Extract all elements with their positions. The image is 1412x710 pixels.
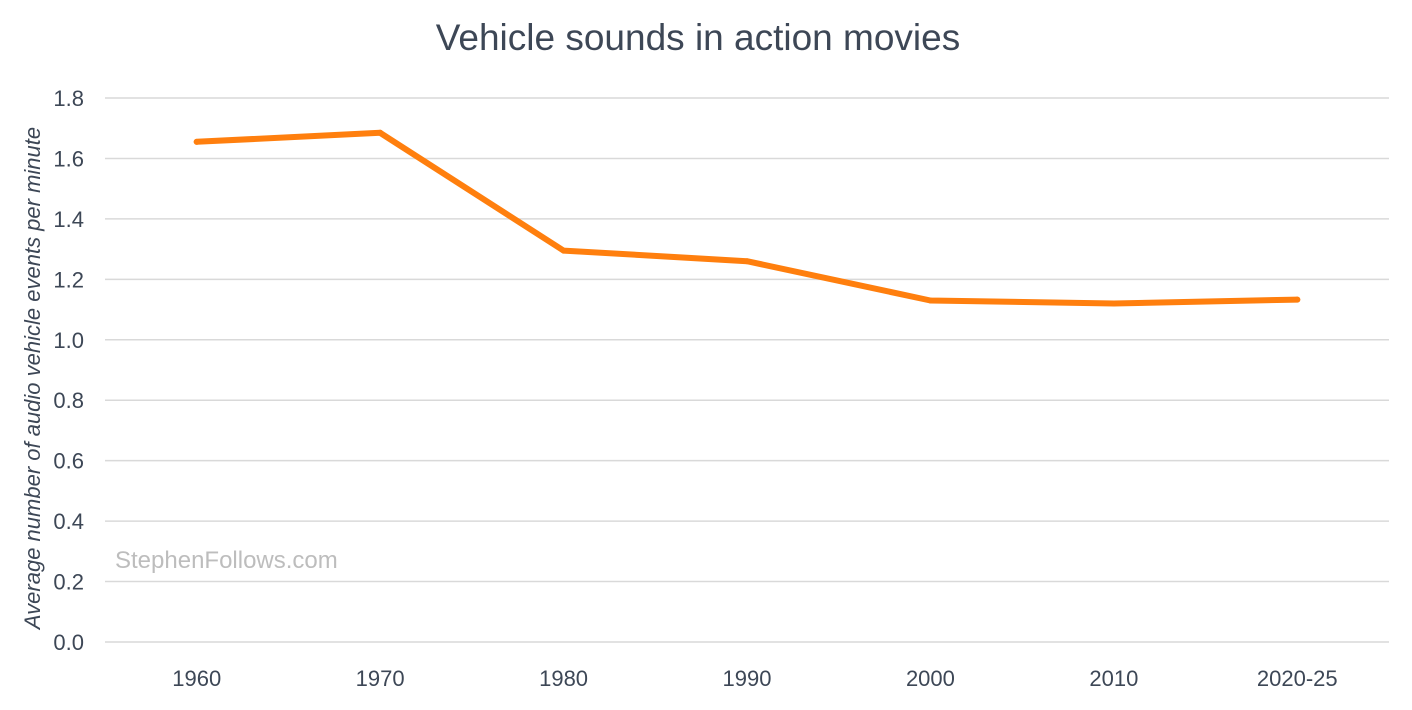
x-tick-label: 2020-25 (1257, 666, 1338, 691)
y-tick-label: 0.0 (53, 630, 84, 655)
gridlines (105, 97, 1389, 643)
series-layer (193, 129, 1301, 307)
data-point (1294, 296, 1301, 303)
y-tick-label: 0.2 (53, 570, 84, 595)
x-tick-label: 1960 (172, 666, 221, 691)
data-point (744, 258, 750, 265)
y-tick-label: 1.2 (53, 267, 84, 292)
y-tick-label: 1.6 (53, 146, 84, 171)
y-tick-label: 0.6 (53, 449, 84, 474)
x-tick-label: 2010 (1089, 666, 1138, 691)
y-tick-label: 1.8 (53, 86, 84, 111)
data-point (1110, 300, 1117, 307)
x-tick-label: 1970 (356, 666, 405, 691)
y-tick-label: 1.4 (53, 207, 84, 232)
data-point (193, 138, 200, 145)
x-axis-ticks: 1960 1970 1980 1990 2000 2010 2020-25 (172, 666, 1337, 691)
y-tick-label: 0.4 (53, 509, 84, 534)
data-point (377, 129, 384, 136)
y-tick-label: 0.8 (53, 388, 84, 413)
x-tick-label: 1980 (539, 666, 588, 691)
data-point (560, 247, 567, 254)
data-point (927, 297, 934, 304)
y-axis-ticks: 0.0 0.2 0.4 0.6 0.8 1.0 1.2 1.4 1.6 1.8 (53, 86, 84, 655)
chart-title: Vehicle sounds in action movies (436, 17, 960, 58)
y-axis-label: Average number of audio vehicle events p… (20, 127, 45, 631)
x-tick-label: 2000 (906, 666, 955, 691)
y-tick-label: 1.0 (53, 328, 84, 353)
x-tick-label: 1990 (723, 666, 772, 691)
watermark: StephenFollows.com (115, 547, 338, 574)
